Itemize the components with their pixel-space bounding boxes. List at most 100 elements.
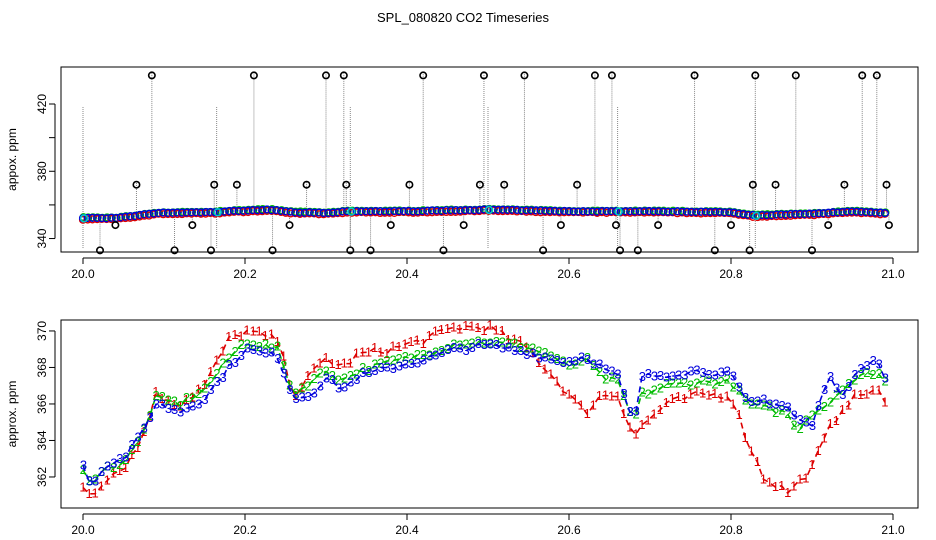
- series-3-marker: 3: [815, 398, 822, 413]
- outlier-point: [884, 221, 893, 230]
- series-blue-point: [154, 208, 163, 218]
- series-2-marker: 2: [280, 358, 287, 373]
- outlier-point: [132, 180, 141, 189]
- series-2-marker: 2: [256, 339, 263, 354]
- series-1-marker: 1: [529, 345, 536, 360]
- series-1-marker: 1: [772, 479, 779, 494]
- outlier-point: [268, 246, 277, 255]
- series-1-marker: 1: [808, 457, 815, 472]
- series-2-marker: 2: [705, 374, 712, 389]
- series-2-marker: 2: [359, 360, 366, 375]
- series-2-marker: 2: [408, 351, 415, 366]
- series-1-marker: 1: [414, 332, 421, 347]
- series-blue-point: [163, 208, 173, 217]
- series-blue-point: [371, 207, 380, 216]
- series-2-marker: 2: [711, 377, 718, 392]
- outlier-point: [111, 221, 120, 230]
- series-1-marker: 1: [821, 430, 828, 445]
- series-3-marker: 3: [238, 348, 245, 363]
- series-1-marker: 1: [541, 362, 548, 377]
- series-blue-point: [649, 207, 658, 216]
- series-1-marker: 1: [92, 486, 99, 501]
- series-3-marker: 3: [882, 371, 889, 386]
- series-blue-point: [277, 206, 286, 216]
- series-blue-point: [824, 208, 833, 217]
- series-2-marker: 2: [742, 392, 749, 407]
- series-1-marker: 1: [274, 334, 281, 349]
- series-3-marker: 3: [226, 357, 233, 372]
- series-1-marker: 1: [152, 384, 159, 399]
- y-axis-label: approx. ppm: [5, 381, 19, 448]
- series-2-marker: 2: [189, 391, 196, 406]
- series-2-marker: 2: [614, 372, 621, 387]
- series-blue-point: [338, 207, 347, 216]
- series-blue-point: [187, 208, 196, 217]
- series-blue-point: [682, 207, 691, 216]
- series-1-marker: 1: [359, 344, 366, 359]
- series-blue-point: [390, 206, 399, 216]
- series-3-marker: 3: [584, 352, 591, 367]
- series-1-marker: 1: [116, 463, 123, 478]
- series-2-marker: 2: [444, 341, 451, 356]
- series-1-marker: 1: [335, 357, 342, 372]
- series-1-marker: 1: [614, 389, 621, 404]
- series-blue-point: [795, 209, 805, 219]
- series-3-marker: 3: [171, 402, 178, 417]
- series-1-marker: 1: [256, 324, 263, 339]
- series-blue-point: [479, 205, 489, 214]
- series-1-marker: 1: [310, 361, 317, 376]
- series-3-marker: 3: [754, 393, 761, 408]
- series-blue-point: [234, 206, 243, 216]
- series-blue-point: [673, 207, 682, 216]
- series-3-marker: 3: [189, 399, 196, 414]
- series-2-marker: 2: [651, 382, 658, 397]
- series-2-marker: 2: [553, 351, 560, 366]
- outlier-point: [147, 71, 156, 80]
- series-cyan-point: [347, 207, 356, 216]
- series-blue-point: [739, 209, 748, 219]
- series-blue-point: [168, 208, 177, 217]
- series-blue-point: [550, 206, 559, 215]
- series-1-marker: 1: [693, 383, 700, 398]
- series-blue-point: [201, 207, 210, 217]
- series-1-marker: 1: [280, 349, 287, 364]
- series-2-marker: 2: [268, 341, 275, 356]
- series-3-marker: 3: [791, 408, 798, 423]
- series-3-marker: 3: [487, 337, 494, 352]
- series-blue-point: [295, 208, 305, 217]
- outlier-point: [96, 246, 105, 255]
- series-3-marker: 3: [371, 363, 378, 378]
- y-tick-label: 368: [35, 357, 49, 377]
- series-1-marker: 1: [474, 320, 481, 335]
- outlier-point: [366, 246, 375, 255]
- series-blue-point: [409, 207, 418, 216]
- series-3-marker: 3: [456, 341, 463, 356]
- series-blue-point: [413, 207, 423, 216]
- series-2-marker: 2: [724, 372, 731, 387]
- series-blue-point: [300, 208, 309, 217]
- chart-title: SPL_080820 CO2 Timeseries: [377, 10, 549, 25]
- series-3-marker: 3: [596, 357, 603, 372]
- series-3-marker: 3: [517, 343, 524, 358]
- series-3-marker: 3: [311, 385, 318, 400]
- series-3-marker: 3: [602, 361, 609, 376]
- series-3-marker: 3: [475, 336, 482, 351]
- series-1-marker: 1: [225, 329, 232, 344]
- series-1-marker: 1: [450, 320, 457, 335]
- series-blue-point: [734, 209, 743, 218]
- series-blue-point: [762, 211, 772, 220]
- series-3-marker: 3: [426, 349, 433, 364]
- series-3-marker: 3: [566, 354, 573, 369]
- series-blue-point: [423, 206, 432, 215]
- series-blue-point: [871, 208, 880, 217]
- series-2-marker: 2: [250, 338, 257, 353]
- series-3-marker: 3: [614, 367, 621, 382]
- series-3-marker: 3: [870, 353, 877, 368]
- series-blue-point: [144, 209, 154, 218]
- series-blue-point: [701, 207, 710, 216]
- series-blue-point: [843, 207, 852, 216]
- outlier-point: [302, 180, 311, 189]
- series-blue-point: [833, 208, 842, 217]
- series-blue-point: [310, 208, 319, 217]
